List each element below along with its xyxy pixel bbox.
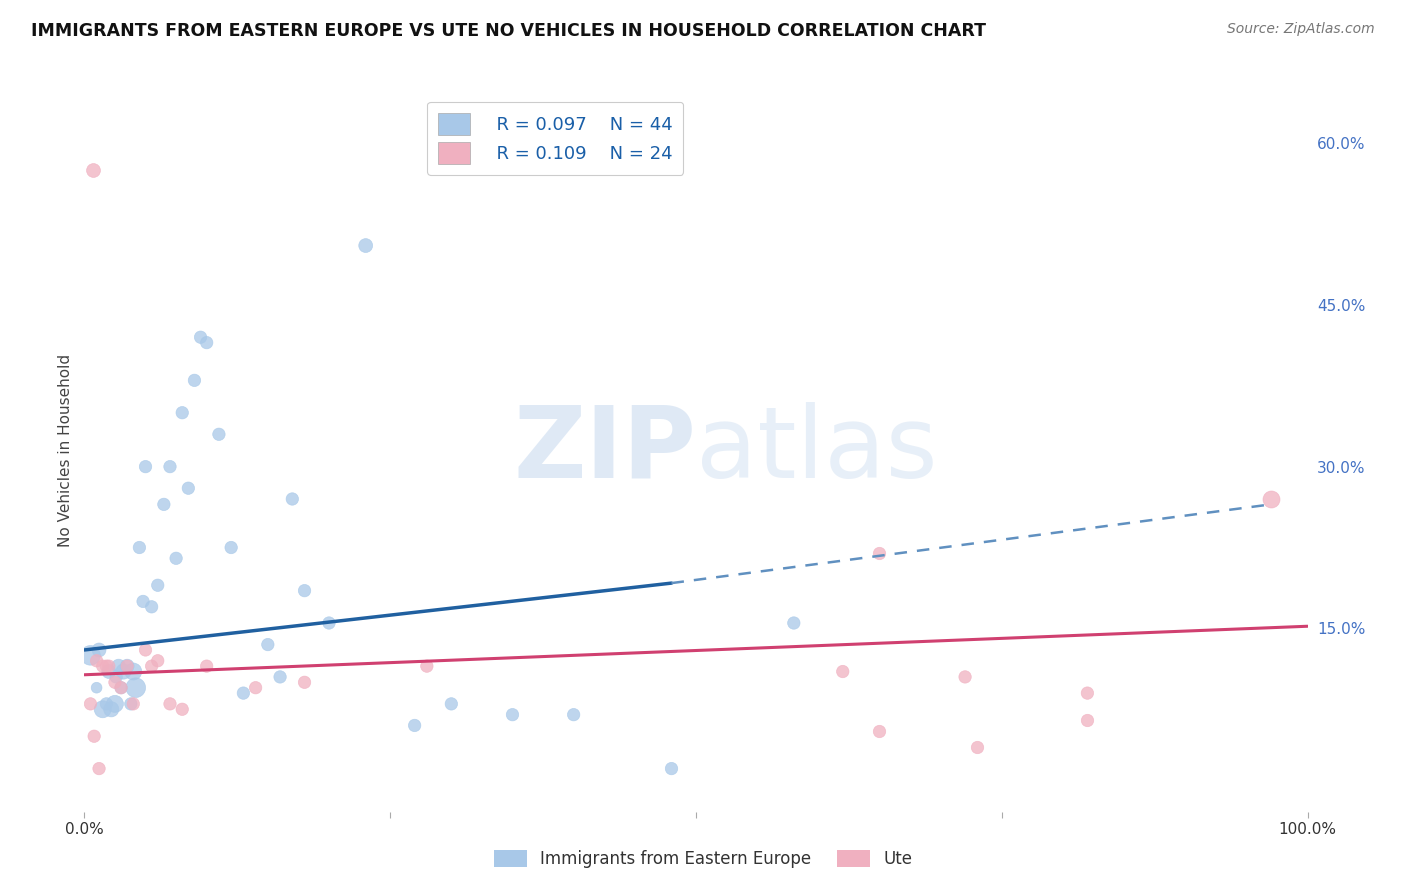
Legend:   R = 0.097    N = 44,   R = 0.109    N = 24: R = 0.097 N = 44, R = 0.109 N = 24 <box>427 102 683 175</box>
Point <box>83 729 105 743</box>
Text: IMMIGRANTS FROM EASTERN EUROPE VS UTE NO VEHICLES IN HOUSEHOLD CORRELATION CHART: IMMIGRANTS FROM EASTERN EUROPE VS UTE NO… <box>31 22 986 40</box>
Point <box>1076 713 1098 727</box>
Point <box>195 659 218 673</box>
Point <box>82 163 104 178</box>
Point <box>172 702 194 716</box>
Point <box>135 459 157 474</box>
Point <box>1260 491 1282 506</box>
Point <box>86 681 108 695</box>
Point <box>96 659 118 673</box>
Point <box>294 583 316 598</box>
Point <box>110 681 132 695</box>
Point <box>404 718 426 732</box>
Point <box>1076 686 1098 700</box>
Point <box>562 707 585 722</box>
Point <box>104 697 127 711</box>
Point <box>96 697 118 711</box>
Point <box>232 686 254 700</box>
Point <box>783 615 806 630</box>
Point <box>318 615 340 630</box>
Point <box>135 643 157 657</box>
Point <box>125 681 148 695</box>
Point <box>110 681 132 695</box>
Point <box>115 659 138 673</box>
Point <box>831 665 853 679</box>
Point <box>257 638 280 652</box>
Point <box>86 654 108 668</box>
Point <box>172 406 194 420</box>
Point <box>141 659 163 673</box>
Point <box>177 481 200 495</box>
Point <box>966 739 988 754</box>
Text: atlas: atlas <box>696 402 938 499</box>
Point <box>122 665 145 679</box>
Point <box>146 578 169 592</box>
Point <box>183 373 205 387</box>
Point <box>79 648 101 663</box>
Point <box>87 762 110 776</box>
Point <box>219 541 242 555</box>
Point <box>91 702 114 716</box>
Point <box>159 459 181 474</box>
Point <box>112 665 135 679</box>
Point <box>128 541 150 555</box>
Point <box>146 654 169 668</box>
Point <box>91 659 114 673</box>
Point <box>502 707 524 722</box>
Text: ZIP: ZIP <box>513 402 696 499</box>
Point <box>87 643 110 657</box>
Point <box>195 335 218 350</box>
Text: Source: ZipAtlas.com: Source: ZipAtlas.com <box>1227 22 1375 37</box>
Point <box>122 697 145 711</box>
Point <box>120 697 142 711</box>
Y-axis label: No Vehicles in Household: No Vehicles in Household <box>58 354 73 547</box>
Point <box>869 546 891 560</box>
Point <box>159 697 181 711</box>
Point <box>269 670 291 684</box>
Point <box>294 675 316 690</box>
Point <box>97 665 120 679</box>
Point <box>416 659 439 673</box>
Point <box>100 702 122 716</box>
Point <box>115 659 138 673</box>
Point <box>440 697 463 711</box>
Point <box>245 681 267 695</box>
Point <box>190 330 212 344</box>
Point <box>281 491 304 506</box>
Point <box>97 659 120 673</box>
Point <box>661 762 683 776</box>
Point <box>208 427 231 442</box>
Point <box>354 238 377 252</box>
Point <box>869 723 891 738</box>
Point <box>107 659 129 673</box>
Point <box>105 670 128 684</box>
Point <box>165 551 187 566</box>
Point <box>153 497 176 511</box>
Point <box>104 675 127 690</box>
Point <box>79 697 101 711</box>
Point <box>953 670 976 684</box>
Legend: Immigrants from Eastern Europe, Ute: Immigrants from Eastern Europe, Ute <box>486 843 920 875</box>
Point <box>141 599 163 614</box>
Point <box>132 594 155 608</box>
